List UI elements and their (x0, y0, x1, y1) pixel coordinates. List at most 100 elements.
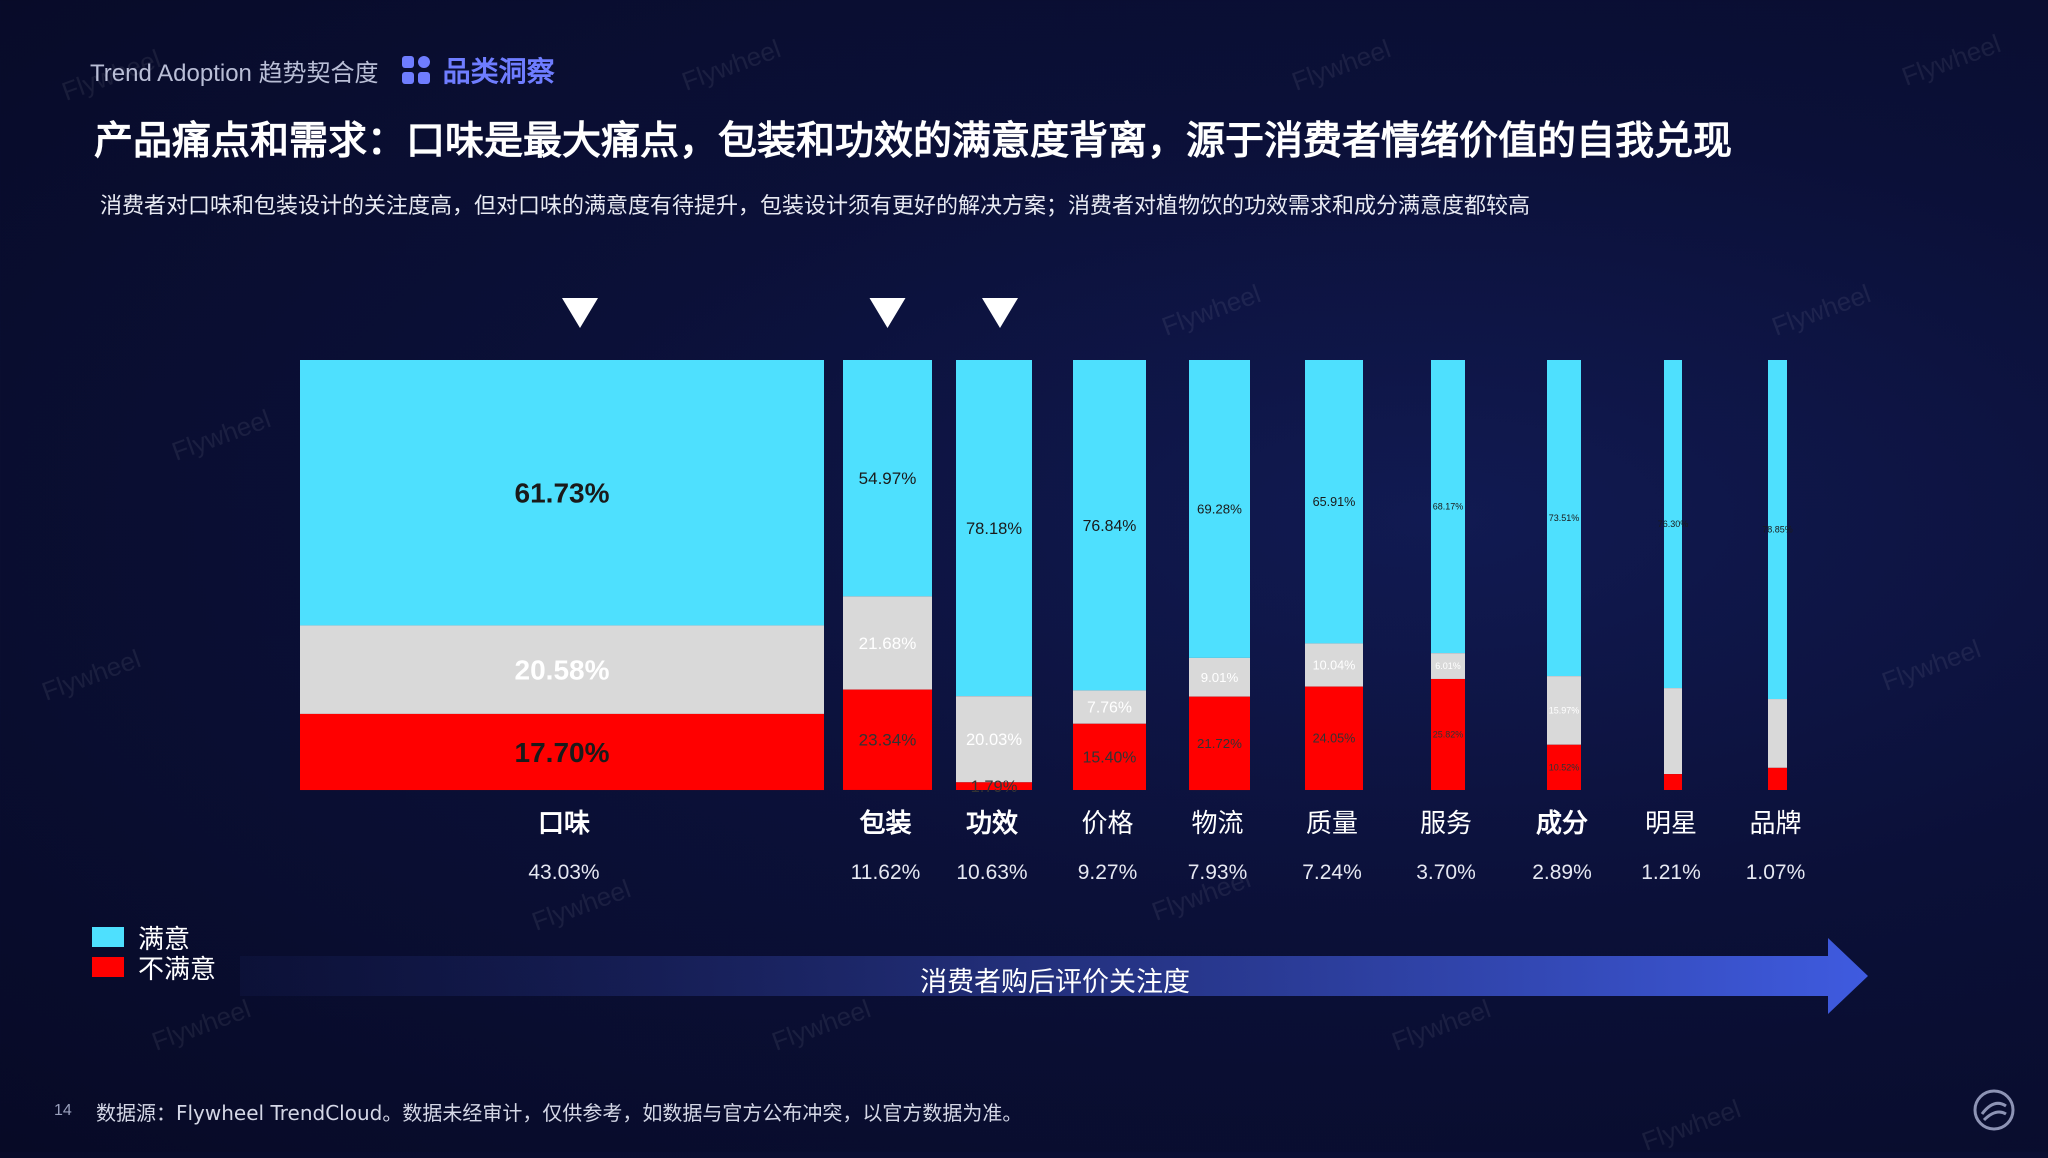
category-tag: 品类洞察 (401, 50, 555, 90)
segment-label: 21.72% (1197, 736, 1242, 751)
page-title: 产品痛点和需求：口味是最大痛点，包装和功效的满意度背离，源于消费者情绪价值的自我… (94, 119, 1733, 164)
bar-segment-satisfied (843, 360, 932, 597)
segment-label: 73.51% (1549, 513, 1580, 523)
bar-segment-neutral (1664, 688, 1682, 775)
legend-swatch-satisfied (92, 927, 124, 947)
attention-share-label: 7.24% (1302, 861, 1362, 884)
segment-label: 68.17% (1433, 502, 1464, 512)
bar-segment-dissatisfied (1664, 774, 1682, 790)
bar-segment-dissatisfied (300, 713, 824, 791)
page-number: 14 (54, 1102, 72, 1119)
attention-share-label: 2.89% (1532, 861, 1592, 884)
segment-label: 69.28% (1197, 502, 1242, 517)
bar-segment-satisfied (1189, 360, 1250, 658)
bar-segment-satisfied (1547, 360, 1581, 677)
segment-label: 65.91% (1313, 495, 1356, 509)
segment-label: 9.01% (1201, 670, 1239, 685)
category-label: 物流 (1191, 809, 1243, 839)
highlight-marker-icon (982, 298, 1018, 328)
bar-segment-satisfied (300, 360, 824, 626)
segment-label: 10.04% (1313, 658, 1356, 672)
attention-arrow (240, 938, 1868, 1014)
attention-share-label: 7.93% (1188, 861, 1248, 884)
segment-label: 1.79% (971, 777, 1018, 796)
bar-segment-dissatisfied (956, 782, 1032, 790)
legend-item-satisfied: 满意 (92, 922, 216, 955)
grid-icon (401, 56, 430, 84)
segment-label: 61.73% (515, 478, 610, 509)
bar-segment-neutral (1189, 657, 1250, 697)
segment-label: 20.58% (515, 654, 610, 685)
legend-label: 不满意 (138, 954, 217, 985)
segment-label: 21.68% (859, 634, 917, 653)
bar-segment-dissatisfied (1547, 744, 1581, 790)
arrow-label: 消费者购后评价关注度 (920, 967, 1190, 998)
bar-segment-satisfied (1305, 360, 1363, 644)
category-label: 明星 (1645, 809, 1697, 839)
page-subtitle: 消费者对口味和包装设计的关注度高，但对口味的满意度有待提升，包装设计须有更好的解… (100, 194, 1531, 219)
bar-segment-neutral (843, 596, 932, 690)
flywheel-logo-icon (1972, 1088, 2016, 1136)
bar-segment-satisfied (1073, 360, 1146, 691)
bar-segment-neutral (1768, 699, 1787, 768)
segment-label: 23.34% (859, 731, 917, 750)
segment-label: 6.01% (1435, 661, 1461, 671)
bar-segment-neutral (1073, 690, 1146, 724)
bar-segment-dissatisfied (1431, 678, 1465, 790)
category-label: 功效 (966, 808, 1018, 839)
bar-segment-neutral (1431, 653, 1465, 679)
segment-label: 24.05% (1313, 732, 1356, 746)
bar-segment-neutral (1305, 643, 1363, 687)
labels-layer: 61.73% 20.58% 17.70% 口味 43.03% 54.97% 21.68% 23… (515, 469, 1806, 884)
attention-share-label: 1.21% (1641, 861, 1701, 884)
bar-segment-satisfied (1664, 360, 1682, 689)
bar-segment-neutral (956, 696, 1032, 783)
category-tag-label: 品类洞察 (442, 55, 555, 88)
bar-segment-satisfied (1768, 360, 1787, 700)
bar-segment-dissatisfied (1189, 696, 1250, 791)
bar-segment-satisfied (1431, 360, 1465, 654)
legend-item-dissatisfied: 不满意 (92, 952, 216, 985)
segment-label: 54.97% (859, 469, 917, 488)
highlight-marker-icon (562, 298, 598, 328)
category-label: 口味 (538, 809, 590, 839)
attention-share-label: 43.03% (528, 861, 599, 884)
category-label: 品牌 (1749, 809, 1801, 839)
bar-segment-dissatisfied (1305, 686, 1363, 790)
segment-label: 7.76% (1087, 700, 1132, 717)
segment-label: 76.30% (1658, 519, 1689, 529)
eyebrow: Trend Adoption 趋势契合度 品类洞察 (90, 50, 555, 90)
bar-segment-dissatisfied (1073, 723, 1146, 790)
highlight-marker-icon (869, 298, 906, 328)
bar-segment-neutral (300, 625, 824, 714)
segment-label: 17.70% (515, 737, 610, 768)
attention-share-label: 11.62% (851, 861, 921, 884)
attention-share-label: 1.07% (1746, 861, 1806, 884)
category-label: 质量 (1306, 809, 1358, 839)
attention-arrow-shape (240, 938, 1868, 1014)
bar-segment-dissatisfied (843, 689, 932, 790)
category-label: 价格 (1081, 809, 1133, 839)
category-label: 服务 (1420, 809, 1472, 839)
segment-label: 15.40% (1083, 749, 1137, 766)
segment-label: 76.84% (1083, 518, 1137, 535)
segment-label: 15.97% (1549, 706, 1580, 716)
segment-label: 10.52% (1549, 763, 1580, 773)
attention-share-label: 10.63% (956, 861, 1027, 884)
legend-swatch-dissatisfied (92, 957, 124, 977)
category-label: 包装 (859, 808, 911, 839)
bars-layer (300, 298, 1787, 791)
segment-label: 78.18% (966, 519, 1022, 538)
legend: 满意 不满意 (92, 922, 216, 985)
category-label: 成分 (1536, 809, 1588, 839)
segment-label: 20.03% (966, 730, 1022, 749)
legend-label: 满意 (138, 924, 191, 955)
eyebrow-text: Trend Adoption 趋势契合度 (90, 59, 379, 87)
bar-segment-dissatisfied (1768, 767, 1787, 790)
segment-label: 25.82% (1433, 730, 1464, 740)
attention-share-label: 9.27% (1078, 861, 1138, 884)
source-note: 数据源：Flywheel TrendCloud。数据未经审计，仅供参考，如数据与… (96, 1101, 1023, 1125)
attention-share-label: 3.70% (1416, 861, 1476, 884)
segment-label: 78.85% (1762, 525, 1793, 535)
